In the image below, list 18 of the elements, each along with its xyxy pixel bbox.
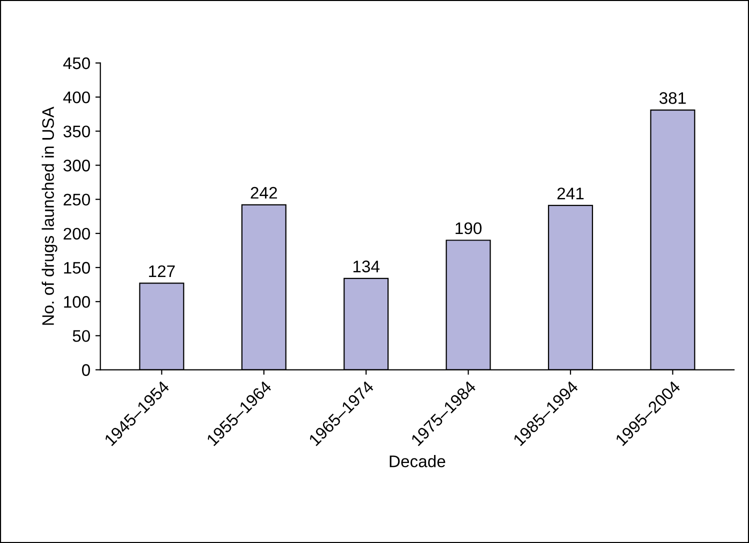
data-label: 190 [456, 222, 482, 234]
data-label: 127 [149, 265, 175, 277]
data-label: 381 [659, 92, 686, 104]
y-axis-title: No. of drugs launched in USA [42, 106, 58, 325]
y-tick-label: 0 [82, 364, 90, 376]
y-tick-label: 300 [63, 160, 90, 172]
y-tick-label: 150 [64, 262, 90, 274]
y-tick-label: 250 [64, 194, 90, 206]
data-label: 242 [250, 186, 277, 199]
data-label: 241 [557, 188, 584, 200]
y-tick-label: 450 [63, 57, 90, 70]
data-label: 134 [353, 260, 380, 272]
y-tick-label: 400 [63, 91, 90, 104]
y-tick-label: 200 [64, 228, 90, 240]
x-axis-title: Decade [390, 455, 446, 468]
y-tick-label: 100 [64, 296, 90, 308]
y-tick-label: 50 [72, 330, 90, 342]
y-tick-label: 350 [63, 126, 90, 138]
